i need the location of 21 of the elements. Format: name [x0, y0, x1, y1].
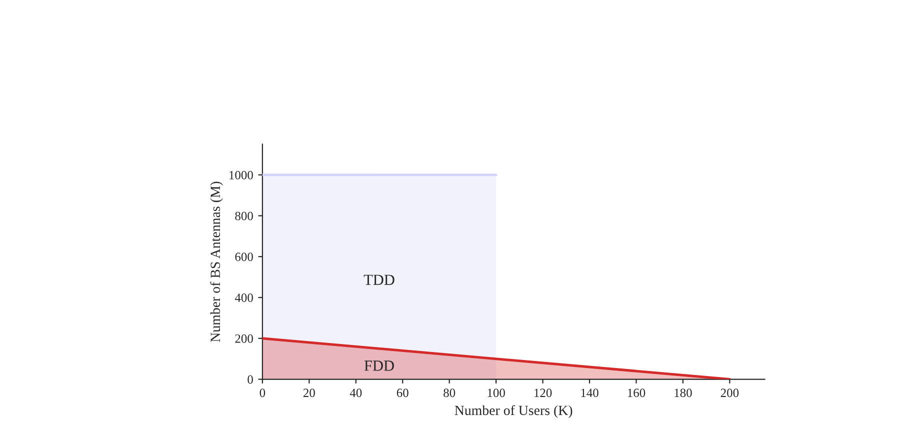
x-tick-label: 120 — [534, 388, 552, 398]
x-tick-label: 40 — [350, 388, 362, 398]
y-tick-label: 1000 — [230, 170, 253, 180]
y-tick-label: 800 — [235, 212, 253, 220]
x-tick-label: 0 — [260, 388, 266, 398]
annotation: TDD — [364, 274, 394, 285]
y-tick-label: 600 — [235, 252, 253, 262]
x-tick-label: 180 — [674, 388, 692, 398]
x-tick-label: 60 — [396, 388, 408, 398]
y-tick-label: 400 — [234, 294, 253, 302]
x-axis-title: Number of Users (K) — [454, 405, 572, 418]
x-tick-label: 20 — [303, 388, 315, 398]
x-tick-label: 140 — [581, 388, 598, 398]
annotation: FDD — [364, 360, 394, 371]
y-tick-label: 200 — [235, 334, 253, 343]
x-tick-label: 80 — [444, 388, 456, 398]
y-tick-label: 0 — [248, 375, 253, 384]
y-axis-title: Number of BS Antennas (M) — [210, 182, 223, 342]
x-tick-label: 160 — [628, 388, 646, 398]
x-tick-label: 100 — [488, 388, 505, 398]
x-tick-label: 200 — [720, 388, 739, 398]
